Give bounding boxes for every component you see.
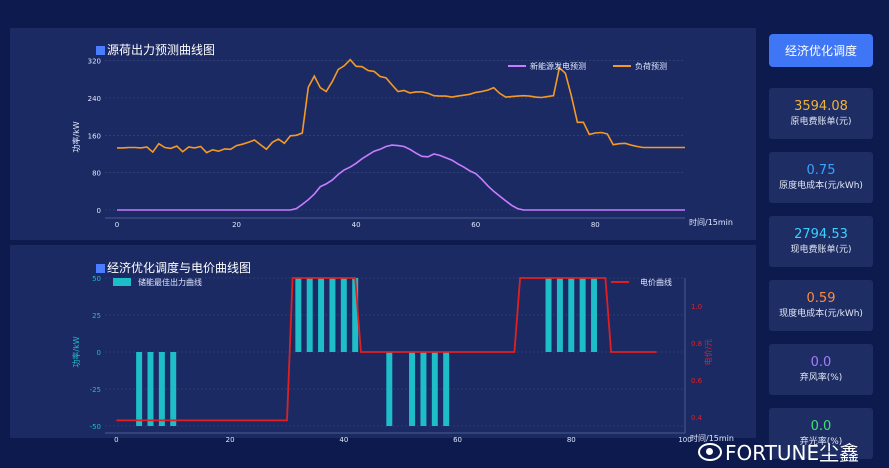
stat-label: 弃光率(%) bbox=[799, 437, 843, 447]
x-tick-label: 80 bbox=[591, 221, 600, 229]
y-tick-label: 320 bbox=[88, 58, 101, 66]
storage-bar bbox=[568, 278, 575, 352]
storage-bar bbox=[420, 352, 427, 426]
x-tick-label: 80 bbox=[567, 436, 576, 444]
stat-value: 0.75 bbox=[806, 163, 836, 178]
y-tick-label-left: -50 bbox=[90, 423, 101, 431]
storage-bar bbox=[136, 352, 143, 426]
forecast-panel bbox=[10, 28, 756, 240]
stat-value: 0.59 bbox=[806, 291, 836, 306]
load-forecast-line bbox=[117, 58, 685, 154]
storage-bar bbox=[545, 278, 552, 352]
stat-card: 3594.08 原电费账单(元) bbox=[769, 88, 873, 139]
stat-card: 0.59 现度电成本(元/kWh) bbox=[769, 280, 873, 331]
storage-bar bbox=[340, 278, 347, 352]
stat-card: 0.0 弃光率(%) bbox=[769, 408, 873, 459]
x-tick-label: 0 bbox=[115, 221, 119, 229]
stat-card: 0.0 弃风率(%) bbox=[769, 344, 873, 395]
storage-bar bbox=[158, 352, 165, 426]
x-tick-label: 20 bbox=[226, 436, 235, 444]
storage-bar bbox=[443, 352, 450, 426]
stat-value: 3594.08 bbox=[794, 99, 848, 114]
stat-label: 弃风率(%) bbox=[799, 373, 843, 383]
dispatch-panel bbox=[10, 245, 756, 438]
y-tick-label-left: 50 bbox=[92, 275, 101, 283]
storage-bar bbox=[306, 278, 313, 352]
storage-bar bbox=[431, 352, 438, 426]
dispatch-chart-title: 经济优化调度与电价曲线图 bbox=[96, 259, 251, 276]
y-tick-label: 160 bbox=[88, 132, 101, 140]
stat-value: 0.0 bbox=[810, 355, 832, 370]
y-axis-label-right: 电价/元 bbox=[703, 339, 713, 366]
y-tick-label-right: 0.6 bbox=[691, 377, 703, 385]
legend-renewable: 新能源发电预测 bbox=[530, 61, 586, 71]
y-tick-label-left: 25 bbox=[92, 312, 101, 320]
stat-value: 0.0 bbox=[810, 419, 832, 434]
y-tick-label-right: 0.4 bbox=[691, 414, 703, 422]
legend-swatch-storage bbox=[113, 278, 131, 286]
legend-storage: 储能最佳出力曲线 bbox=[138, 277, 202, 287]
forecast-chart-title: 源荷出力预测曲线图 bbox=[96, 41, 215, 58]
y-tick-label: 80 bbox=[92, 170, 101, 178]
storage-bar bbox=[170, 352, 177, 426]
y-tick-label: 0 bbox=[97, 207, 101, 215]
y-tick-label-right: 1.0 bbox=[691, 303, 702, 311]
x-tick-label: 60 bbox=[453, 436, 462, 444]
renewable-forecast-line bbox=[117, 144, 685, 211]
stat-label: 原度电成本(元/kWh) bbox=[779, 181, 863, 191]
economic-dispatch-button[interactable]: 经济优化调度 bbox=[769, 34, 873, 67]
title-marker-icon bbox=[96, 264, 105, 273]
stat-label: 现电费账单(元) bbox=[790, 245, 852, 255]
y-tick-label-left: -25 bbox=[90, 386, 101, 394]
x-tick-label: 60 bbox=[471, 221, 480, 229]
storage-bar bbox=[591, 278, 598, 352]
x-tick-label: 20 bbox=[232, 221, 241, 229]
y-tick-label: 240 bbox=[88, 95, 101, 103]
x-axis-label: 时间/15min bbox=[690, 433, 734, 443]
x-axis-label: 时间/15min bbox=[689, 217, 733, 227]
storage-bar bbox=[318, 278, 325, 352]
storage-bar bbox=[409, 352, 416, 426]
price-line bbox=[116, 277, 657, 422]
legend-price: 电价曲线 bbox=[640, 277, 672, 287]
stat-value: 2794.53 bbox=[794, 227, 848, 242]
stat-label: 原电费账单(元) bbox=[790, 117, 852, 127]
storage-bar bbox=[352, 278, 359, 352]
y-tick-label-right: 0.8 bbox=[691, 340, 702, 348]
x-tick-label: 100 bbox=[678, 436, 691, 444]
storage-bar bbox=[386, 352, 393, 426]
legend-load: 负荷预测 bbox=[635, 61, 667, 71]
y-tick-label-left: 0 bbox=[97, 349, 101, 357]
x-tick-label: 40 bbox=[352, 221, 361, 229]
x-tick-label: 40 bbox=[339, 436, 348, 444]
x-tick-label: 0 bbox=[114, 436, 118, 444]
stat-card: 0.75 原度电成本(元/kWh) bbox=[769, 152, 873, 203]
storage-bar bbox=[579, 278, 586, 352]
storage-bar bbox=[556, 278, 563, 352]
stat-label: 现度电成本(元/kWh) bbox=[779, 309, 863, 319]
weibo-logo-icon bbox=[698, 443, 722, 461]
storage-bar bbox=[147, 352, 154, 426]
storage-bar bbox=[295, 278, 302, 352]
y-axis-label-left: 功率/kW bbox=[71, 336, 81, 367]
watermark: FORTUNE尘鑫 bbox=[698, 437, 859, 466]
y-axis-label: 功率/kW bbox=[71, 121, 81, 152]
title-marker-icon bbox=[96, 46, 105, 55]
storage-bar bbox=[329, 278, 336, 352]
stat-card: 2794.53 现电费账单(元) bbox=[769, 216, 873, 267]
